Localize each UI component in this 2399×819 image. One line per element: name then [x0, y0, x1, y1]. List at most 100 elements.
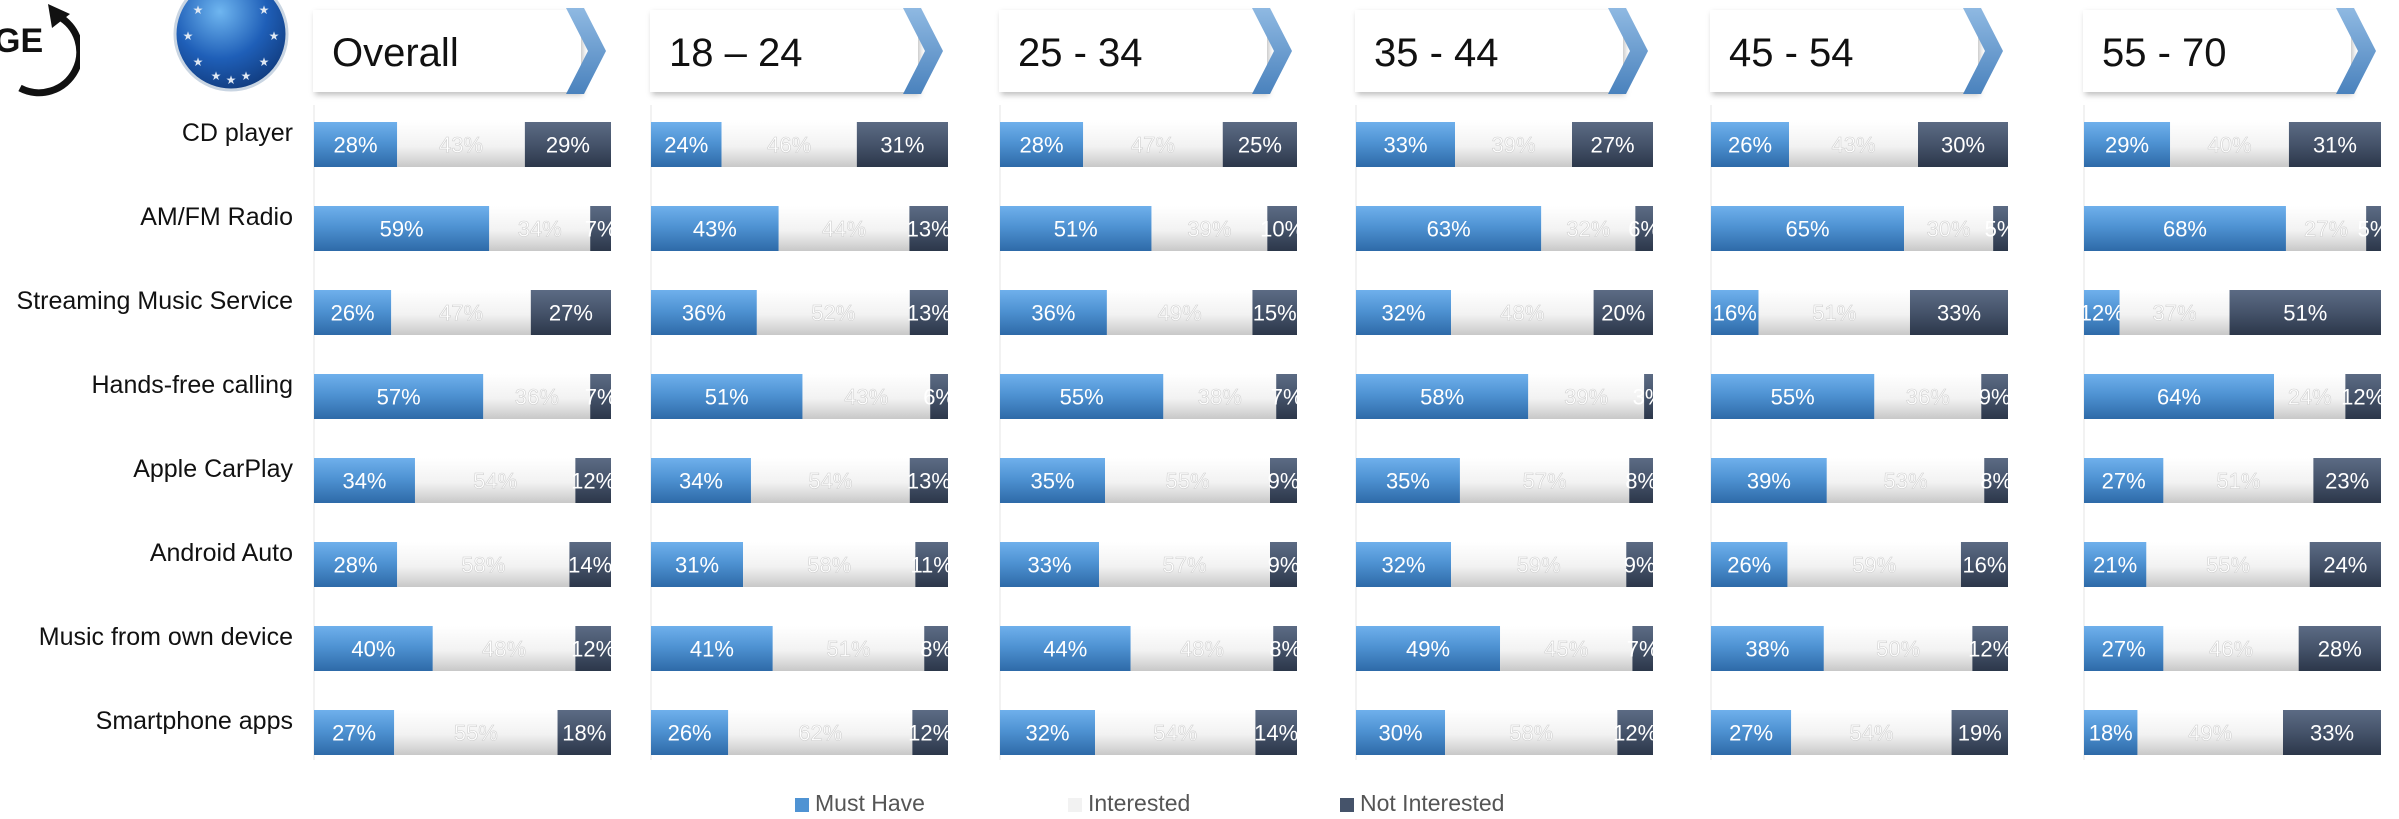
- data-label: 52%: [811, 301, 855, 326]
- data-label: 9%: [1624, 553, 1656, 578]
- bar-interested: [778, 206, 910, 251]
- data-label: 50%: [1876, 637, 1920, 662]
- bar-not-interested: [557, 710, 611, 755]
- data-label: 39%: [1564, 385, 1608, 410]
- bar-must-have: [1356, 458, 1460, 503]
- data-label: 12%: [2080, 301, 2124, 326]
- category-label: Apple CarPlay: [133, 455, 293, 483]
- bar-must-have: [1711, 122, 1789, 167]
- data-label: 5%: [1985, 217, 2017, 242]
- panel-4: 26% 43% 30% 65% 30% 5% 16% 51% 33% 55% 36% 9% 39% 53%…: [1710, 8, 2016, 760]
- bar-must-have: [1711, 626, 1824, 671]
- data-label: 27%: [1729, 721, 1773, 746]
- data-label: 36%: [515, 385, 559, 410]
- data-label: 21%: [2093, 553, 2137, 578]
- bar-interested: [1455, 122, 1572, 167]
- panel-5: 29% 40% 31% 68% 27% 5% 12% 37% 51% 64% 24% 12% 27% 51…: [2080, 8, 2389, 760]
- data-label: 19%: [1958, 721, 2002, 746]
- data-label: 48%: [1500, 301, 1544, 326]
- bar-must-have: [1000, 710, 1096, 755]
- data-label: 44%: [1043, 637, 1087, 662]
- bar-not-interested: [524, 122, 611, 167]
- bar-must-have: [1000, 374, 1164, 419]
- data-label: 3%: [1633, 385, 1665, 410]
- data-label: 33%: [2310, 721, 2354, 746]
- bar-must-have: [2084, 542, 2147, 587]
- data-label: 55%: [1165, 469, 1209, 494]
- data-label: 38%: [1198, 385, 1242, 410]
- data-label: 32%: [1025, 721, 1069, 746]
- data-label: 53%: [1884, 469, 1928, 494]
- bar-not-interested: [2229, 290, 2381, 335]
- data-label: 51%: [1054, 217, 1098, 242]
- bar-interested: [728, 710, 913, 755]
- bar-not-interested: [1252, 290, 1297, 335]
- data-label: 12%: [908, 721, 952, 746]
- bar-interested: [483, 374, 591, 419]
- legend-label: Not Interested: [1360, 790, 1505, 816]
- bar-not-interested: [1644, 374, 1653, 419]
- data-label: 58%: [1509, 721, 1553, 746]
- eu-globe-icon: ★ ★ ★ ★ ★ ★ ★ ★ ★: [173, 0, 289, 92]
- data-label: 51%: [705, 385, 749, 410]
- bar-must-have: [1356, 122, 1455, 167]
- svg-text:★: ★: [211, 69, 222, 83]
- bar-must-have: [1711, 290, 1759, 335]
- panel-title: 45 - 54: [1729, 31, 1854, 75]
- bar-must-have: [1711, 542, 1788, 587]
- bar-interested: [1789, 122, 1918, 167]
- bar-not-interested: [1255, 710, 1297, 755]
- bar-must-have: [314, 290, 392, 335]
- data-label: 46%: [2209, 637, 2253, 662]
- data-label: 49%: [1406, 637, 1450, 662]
- bar-not-interested: [915, 542, 948, 587]
- svg-text:★: ★: [226, 73, 237, 87]
- data-label: 40%: [351, 637, 395, 662]
- bar-must-have: [2084, 374, 2275, 419]
- data-label: 13%: [907, 217, 951, 242]
- bar-interested: [1451, 290, 1594, 335]
- bar-must-have: [1000, 122, 1084, 167]
- data-label: 26%: [1727, 553, 1771, 578]
- data-label: 11%: [910, 553, 952, 578]
- data-label: 43%: [439, 133, 483, 158]
- bar-interested: [1445, 710, 1618, 755]
- bar-not-interested: [590, 374, 611, 419]
- data-label: 43%: [1831, 133, 1875, 158]
- logo-text: GE: [0, 22, 43, 60]
- data-label: 15%: [1253, 301, 1297, 326]
- bar-not-interested: [1270, 458, 1297, 503]
- panel-header-box: [2083, 10, 2351, 92]
- category-label: CD player: [181, 119, 293, 147]
- category-label: Smartphone apps: [95, 707, 293, 735]
- legend-item-interested: Interested: [1068, 790, 1190, 817]
- data-label: 24%: [2323, 553, 2367, 578]
- panel-title: 55 - 70: [2102, 31, 2227, 75]
- bar-not-interested: [2288, 122, 2381, 167]
- data-label: 35%: [1386, 469, 1430, 494]
- data-label: 51%: [2216, 469, 2260, 494]
- data-label: 8%: [920, 637, 952, 662]
- data-label: 59%: [1852, 553, 1896, 578]
- data-label: 27%: [2102, 469, 2146, 494]
- bar-interested: [2119, 290, 2230, 335]
- bar-not-interested: [1267, 206, 1297, 251]
- bar-not-interested: [1951, 710, 2008, 755]
- bar-not-interested: [2366, 206, 2381, 251]
- svg-text:★: ★: [259, 55, 270, 69]
- bar-must-have: [1711, 458, 1827, 503]
- bar-not-interested: [1270, 542, 1297, 587]
- data-label: 58%: [1420, 385, 1464, 410]
- data-label: 26%: [668, 721, 712, 746]
- bar-not-interested: [909, 206, 948, 251]
- data-label: 30%: [1941, 133, 1985, 158]
- data-label: 40%: [2208, 133, 2252, 158]
- bar-not-interested: [1993, 206, 2008, 251]
- bar-interested: [2170, 122, 2289, 167]
- bar-not-interested: [856, 122, 948, 167]
- data-label: 55%: [1060, 385, 1104, 410]
- data-label: 68%: [2163, 217, 2207, 242]
- data-label: 65%: [1786, 217, 1830, 242]
- bar-must-have: [2084, 626, 2164, 671]
- bar-must-have: [2084, 290, 2120, 335]
